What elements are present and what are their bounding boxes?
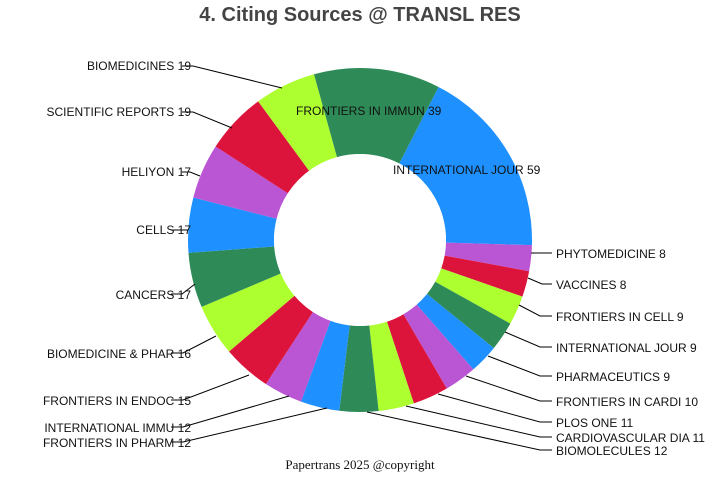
leader-line <box>487 355 552 377</box>
leader-line <box>171 395 290 428</box>
slice-label: SCIENTIFIC REPORTS 19 <box>47 105 192 119</box>
donut-slices <box>188 67 532 412</box>
slice-7 <box>386 314 447 404</box>
slice-18 <box>258 74 337 171</box>
slice-19 <box>313 67 439 164</box>
slice-14 <box>188 246 281 307</box>
slice-label: PHARMACEUTICS 9 <box>556 370 670 384</box>
donut-hole <box>274 154 446 326</box>
slice-10 <box>301 320 350 411</box>
leader-line <box>504 331 552 348</box>
slice-8 <box>369 321 414 411</box>
slice-label: FRONTIERS IN CARDI 10 <box>556 395 698 409</box>
slice-9 <box>339 325 379 412</box>
slice-11 <box>265 311 331 402</box>
chart-title: 4. Citing Sources @ TRANSL RES <box>199 4 521 26</box>
leader-line <box>182 65 283 89</box>
slice-2 <box>441 255 530 297</box>
slice-label: PHYTOMEDICINE 8 <box>556 247 666 261</box>
slice-label: INTERNATIONAL JOUR 9 <box>556 341 697 355</box>
slice-6 <box>403 304 474 389</box>
slice-label: CELLS 17 <box>136 223 191 237</box>
slice-label: CANCERS 17 <box>116 288 192 302</box>
leader-line <box>182 171 201 177</box>
leader-line <box>437 393 552 423</box>
slice-label: BIOMEDICINES 19 <box>87 59 191 73</box>
slice-label: CARDIOVASCULAR DIA 11 <box>556 431 705 445</box>
slice-5 <box>416 294 494 370</box>
slice-label: INTERNATIONAL JOUR 59 <box>393 163 541 177</box>
slice-16 <box>193 146 288 219</box>
slice-label: FRONTIERS IN IMMUN 39 <box>296 104 442 118</box>
leader-line <box>182 111 233 129</box>
leader-line <box>465 375 552 402</box>
slice-13 <box>201 273 295 352</box>
slice-0 <box>399 86 532 246</box>
slice-label: PLOS ONE 11 <box>556 416 633 430</box>
slice-15 <box>188 197 277 253</box>
slice-17 <box>215 101 310 194</box>
leader-line <box>366 411 552 451</box>
copyright-footer: Papertrans 2025 @copyright <box>285 457 435 472</box>
leader-line <box>171 283 196 295</box>
leader-lines <box>171 65 552 451</box>
slice-label: BIOMOLECULES 12 <box>556 444 668 458</box>
slice-1 <box>444 242 532 272</box>
leader-line <box>405 405 552 438</box>
leader-line <box>518 304 552 317</box>
slice-label: FRONTIERS IN ENDOC 15 <box>43 394 191 408</box>
slice-label: FRONTIERS IN CELL 9 <box>556 310 684 324</box>
leader-line <box>171 407 328 443</box>
slice-label: FRONTIERS IN PHARM 12 <box>43 436 191 450</box>
slice-label: BIOMEDICINE & PHAR 16 <box>47 347 191 361</box>
slice-labels: INTERNATIONAL JOUR 59 PHYTOMEDICINE 8 VACC… <box>43 59 705 458</box>
slice-3 <box>435 268 523 324</box>
leader-line <box>171 335 217 354</box>
slice-label: VACCINES 8 <box>556 278 627 292</box>
leader-line <box>527 277 552 285</box>
slice-label: INTERNATIONAL IMMU 12 <box>44 421 191 435</box>
slice-12 <box>229 295 313 384</box>
leader-line <box>171 374 250 401</box>
slice-label: HELIYON 17 <box>122 165 192 179</box>
slice-4 <box>426 281 511 349</box>
